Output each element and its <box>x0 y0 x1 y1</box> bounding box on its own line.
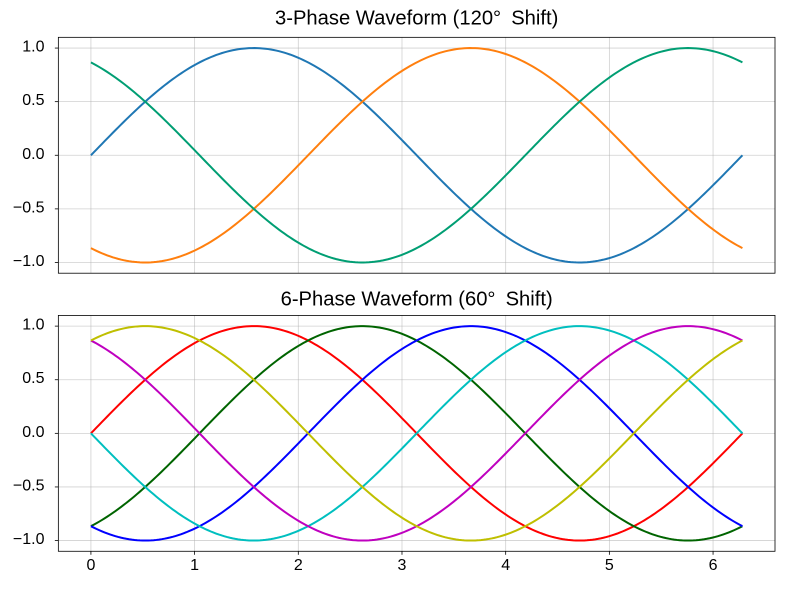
svg-text:6: 6 <box>709 557 718 574</box>
svg-text:1: 1 <box>190 557 199 574</box>
svg-text:2: 2 <box>294 557 303 574</box>
svg-text:1.0: 1.0 <box>22 39 44 56</box>
svg-text:0.5: 0.5 <box>22 92 44 109</box>
svg-text:−1.0: −1.0 <box>13 253 45 270</box>
svg-text:−0.5: −0.5 <box>13 199 45 216</box>
svg-text:5: 5 <box>605 557 614 574</box>
svg-text:−0.5: −0.5 <box>13 477 45 494</box>
svg-text:4: 4 <box>501 557 510 574</box>
svg-text:0.0: 0.0 <box>22 424 44 441</box>
svg-text:6-Phase Waveform (60° Shift): 6-Phase Waveform (60° Shift) <box>281 289 553 311</box>
svg-text:0: 0 <box>86 557 95 574</box>
svg-text:1.0: 1.0 <box>22 317 44 334</box>
svg-text:0.5: 0.5 <box>22 370 44 387</box>
svg-text:0.0: 0.0 <box>22 146 44 163</box>
svg-text:3: 3 <box>398 557 407 574</box>
svg-text:−1.0: −1.0 <box>13 531 45 548</box>
svg-text:3-Phase Waveform (120° Shift): 3-Phase Waveform (120° Shift) <box>275 7 558 29</box>
